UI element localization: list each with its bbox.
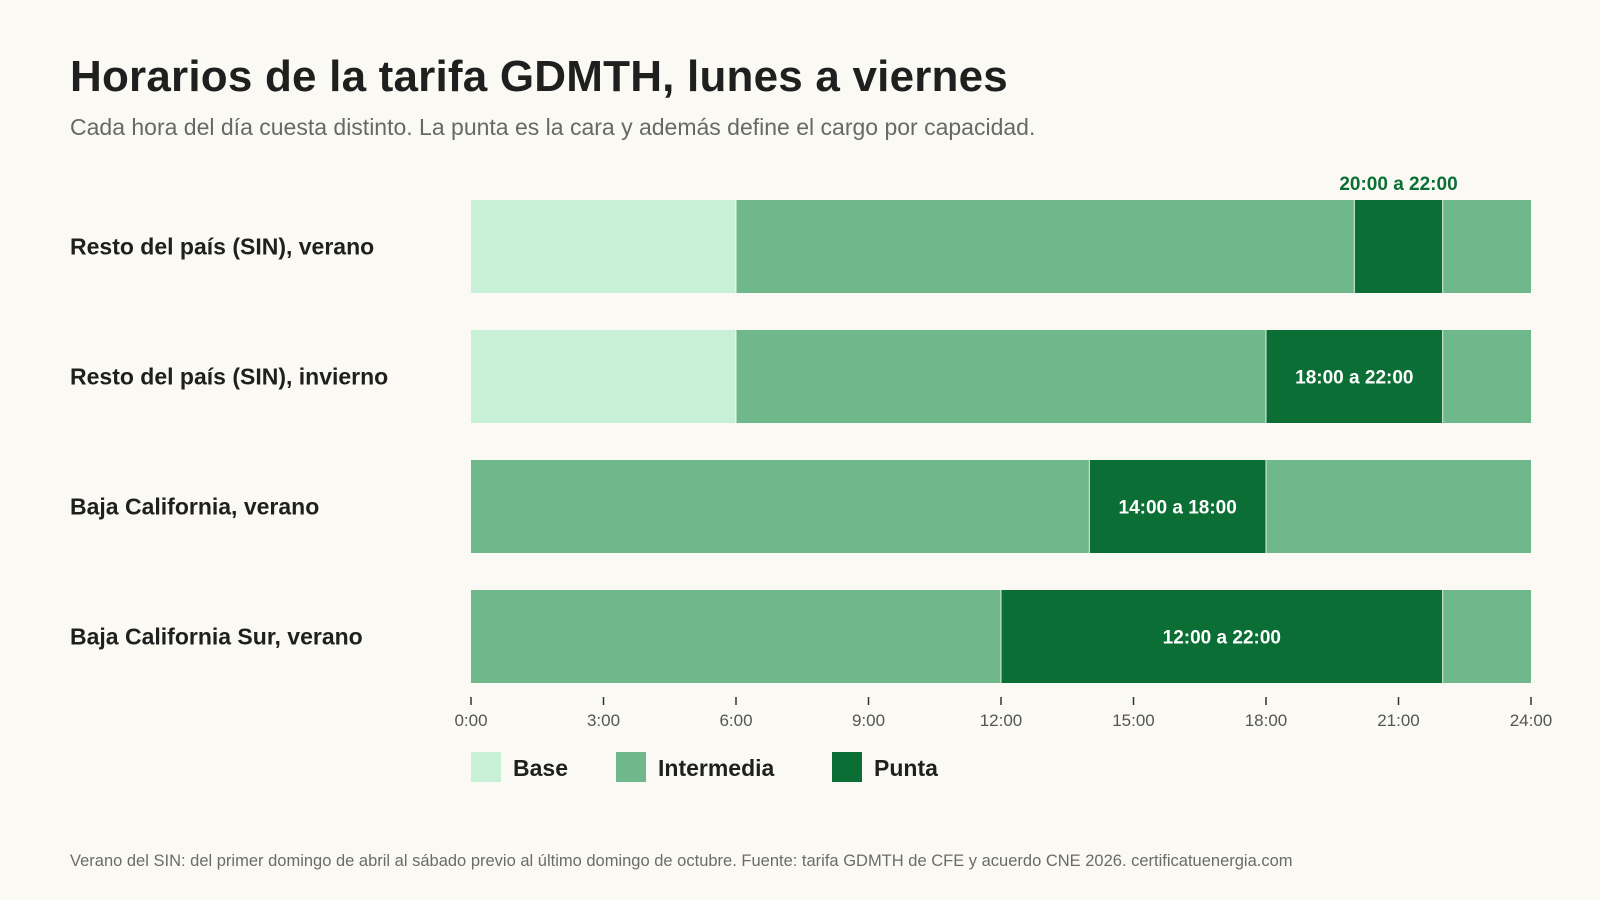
legend-label-intermedia: Intermedia — [658, 755, 775, 781]
x-tick-label: 6:00 — [719, 711, 752, 730]
bar-segment-intermedia — [1442, 200, 1531, 293]
bar-segment-intermedia — [471, 460, 1090, 553]
bar-segment-intermedia — [736, 330, 1266, 423]
segment-annotation: 18:00 a 22:00 — [1295, 368, 1413, 389]
x-tick-label: 18:00 — [1245, 711, 1288, 730]
bar-segment-punta — [1354, 200, 1443, 293]
footer-note: Verano del SIN: del primer domingo de ab… — [70, 852, 1293, 870]
bar-segment-punta — [1266, 330, 1443, 423]
bar-segment-intermedia — [1442, 590, 1531, 683]
chart-subtitle: Cada hora del día cuesta distinto. La pu… — [70, 114, 1036, 140]
x-tick-label: 15:00 — [1112, 711, 1155, 730]
row-label: Resto del país (SIN), invierno — [70, 364, 388, 390]
row-label: Baja California Sur, verano — [70, 624, 363, 650]
bar-segment-intermedia — [1442, 330, 1531, 423]
bar-segment-intermedia — [736, 200, 1355, 293]
legend-swatch-punta — [832, 752, 862, 782]
x-tick-label: 3:00 — [587, 711, 620, 730]
legend-swatch-intermedia — [616, 752, 646, 782]
segment-annotation: 14:00 a 18:00 — [1119, 498, 1237, 519]
row-label: Resto del país (SIN), verano — [70, 234, 374, 260]
bar-segment-base — [471, 200, 736, 293]
x-tick-label: 0:00 — [454, 711, 487, 730]
legend-label-punta: Punta — [874, 755, 938, 781]
chart-title: Horarios de la tarifa GDMTH, lunes a vie… — [70, 52, 1008, 101]
legend-label-base: Base — [513, 755, 568, 781]
segment-annotation: 20:00 a 22:00 — [1339, 174, 1457, 195]
row-label: Baja California, verano — [70, 494, 319, 520]
segment-annotation: 12:00 a 22:00 — [1163, 628, 1281, 649]
legend-swatch-base — [471, 752, 501, 782]
x-tick-label: 21:00 — [1377, 711, 1420, 730]
bar-segment-base — [471, 330, 736, 423]
x-tick-label: 12:00 — [980, 711, 1023, 730]
bar-segment-punta — [1001, 590, 1443, 683]
bar-segment-intermedia — [1266, 460, 1531, 553]
x-tick-label: 24:00 — [1510, 711, 1553, 730]
bar-segment-intermedia — [471, 590, 1001, 683]
x-tick-label: 9:00 — [852, 711, 885, 730]
bar-segment-punta — [1089, 460, 1266, 553]
